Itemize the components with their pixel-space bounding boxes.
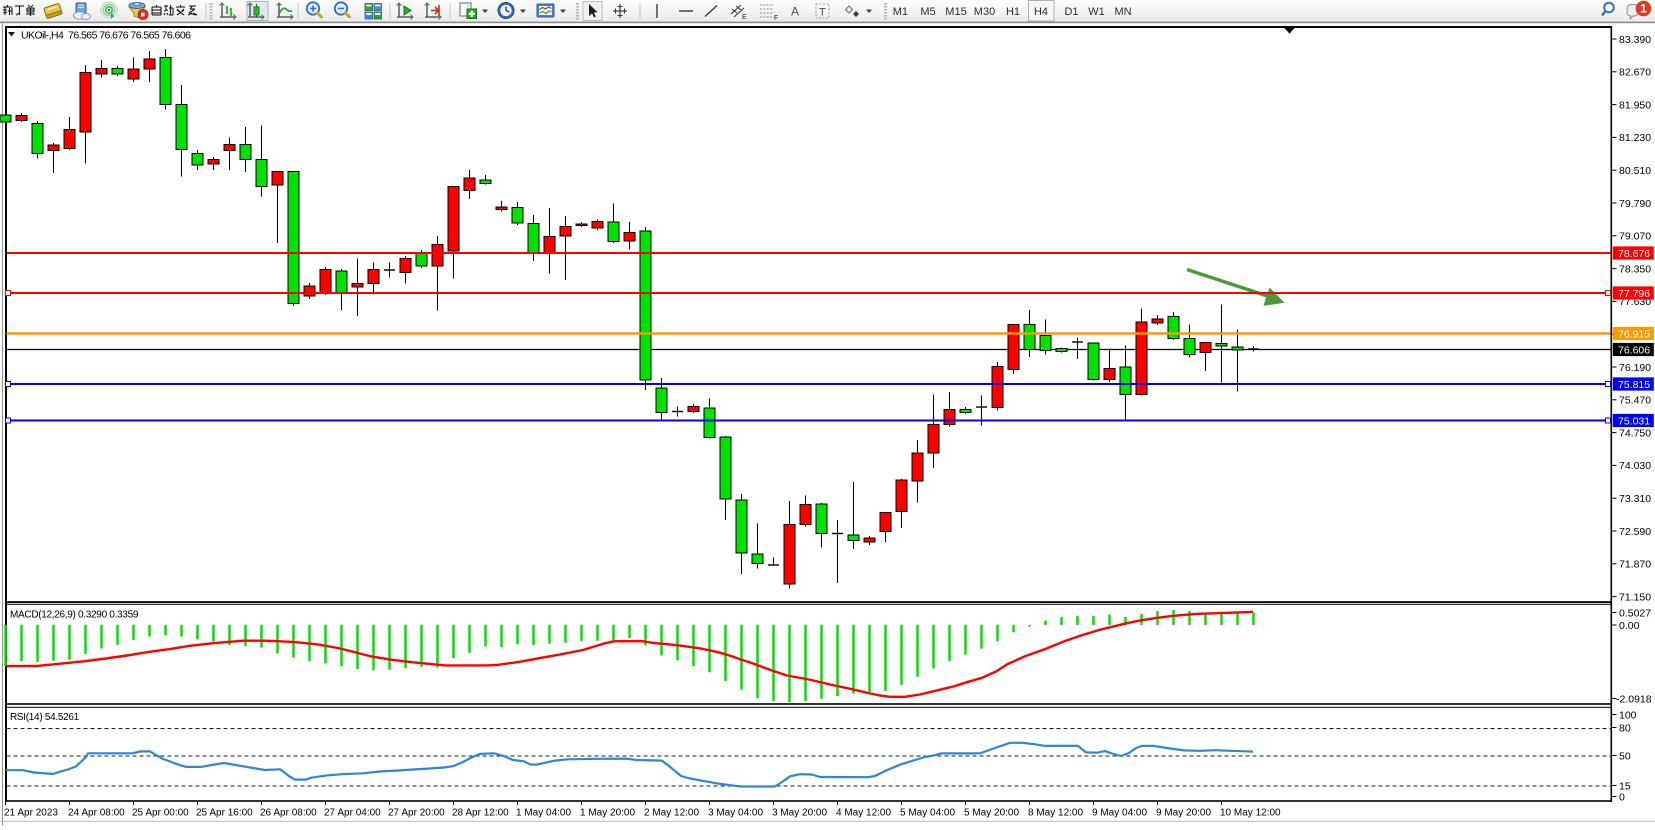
svg-text:74.030: 74.030: [1619, 460, 1651, 472]
svg-text:76.606: 76.606: [1618, 344, 1650, 356]
svg-text:75.470: 75.470: [1619, 395, 1651, 407]
svg-text:0.5027: 0.5027: [1619, 607, 1651, 619]
svg-text:81.950: 81.950: [1619, 99, 1651, 111]
svg-text:0: 0: [1619, 791, 1625, 803]
svg-text:79.070: 79.070: [1619, 231, 1651, 243]
svg-text:75.031: 75.031: [1618, 415, 1650, 427]
svg-text:24 Apr 08:00: 24 Apr 08:00: [68, 808, 125, 819]
svg-text:9 May 04:00: 9 May 04:00: [1092, 808, 1147, 819]
svg-text:78.676: 78.676: [1618, 248, 1650, 260]
svg-text:78.350: 78.350: [1619, 263, 1651, 275]
svg-text:M1: M1: [893, 6, 908, 18]
svg-text:25 Apr 16:00: 25 Apr 16:00: [196, 808, 253, 819]
svg-text:71.150: 71.150: [1619, 591, 1651, 603]
svg-text:5 May 20:00: 5 May 20:00: [964, 808, 1019, 819]
svg-text:RSI(14) 54.5261: RSI(14) 54.5261: [10, 712, 80, 723]
svg-text:77.796: 77.796: [1618, 288, 1650, 300]
svg-text:0.00: 0.00: [1619, 620, 1640, 632]
svg-text:74.750: 74.750: [1619, 427, 1651, 439]
svg-text:H1: H1: [1006, 6, 1020, 18]
svg-text:A: A: [791, 5, 799, 19]
svg-text:5 May 04:00: 5 May 04:00: [900, 808, 955, 819]
svg-text:1: 1: [1640, 2, 1647, 16]
svg-text:M5: M5: [920, 6, 935, 18]
svg-text:72.590: 72.590: [1619, 526, 1651, 538]
svg-text:76.190: 76.190: [1619, 362, 1651, 374]
svg-text:76.915: 76.915: [1618, 328, 1650, 340]
svg-text:75.815: 75.815: [1618, 379, 1650, 391]
svg-text:79.790: 79.790: [1619, 198, 1651, 210]
svg-text:28 Apr 12:00: 28 Apr 12:00: [452, 808, 509, 819]
svg-text:1 May 04:00: 1 May 04:00: [516, 808, 571, 819]
svg-text:MN: MN: [1114, 6, 1131, 18]
svg-text:73.310: 73.310: [1619, 493, 1651, 505]
svg-text:83.390: 83.390: [1619, 34, 1651, 46]
svg-text:82.670: 82.670: [1619, 67, 1651, 79]
svg-text:100: 100: [1619, 709, 1637, 721]
svg-text:E: E: [742, 14, 747, 21]
svg-text:D1: D1: [1064, 6, 1078, 18]
svg-text:80.510: 80.510: [1619, 165, 1651, 177]
svg-text:10 May 12:00: 10 May 12:00: [1220, 808, 1281, 819]
svg-text:M30: M30: [974, 6, 995, 18]
svg-text:50: 50: [1619, 750, 1631, 762]
svg-text:27 Apr 20:00: 27 Apr 20:00: [388, 808, 445, 819]
svg-text:W1: W1: [1088, 6, 1105, 18]
svg-text:F: F: [774, 15, 778, 22]
svg-text:15: 15: [1619, 780, 1631, 792]
svg-text:27 Apr 04:00: 27 Apr 04:00: [324, 808, 381, 819]
svg-text:4 May 12:00: 4 May 12:00: [836, 808, 891, 819]
svg-text:H4: H4: [1034, 6, 1048, 18]
svg-text:M15: M15: [945, 6, 966, 18]
svg-text:3 May 20:00: 3 May 20:00: [772, 808, 827, 819]
svg-text:-2.0918: -2.0918: [1616, 693, 1652, 705]
svg-text:80: 80: [1619, 722, 1631, 734]
svg-text:MACD(12,26,9) 0.3290 0.3359: MACD(12,26,9) 0.3290 0.3359: [10, 610, 139, 621]
svg-text:8 May 12:00: 8 May 12:00: [1028, 808, 1083, 819]
svg-text:26 Apr 08:00: 26 Apr 08:00: [260, 808, 317, 819]
svg-text:1 May 20:00: 1 May 20:00: [580, 808, 635, 819]
svg-text:21 Apr 2023: 21 Apr 2023: [4, 808, 58, 819]
svg-text:81.230: 81.230: [1619, 132, 1651, 144]
svg-text:25 Apr 00:00: 25 Apr 00:00: [132, 808, 189, 819]
svg-text:3 May 04:00: 3 May 04:00: [708, 808, 763, 819]
svg-text:2 May 12:00: 2 May 12:00: [644, 808, 699, 819]
svg-text:UKOil-,H4 76.565 76.676 76.56: UKOil-,H4 76.565 76.676 76.565 76.606: [21, 30, 191, 42]
svg-text:T: T: [819, 7, 826, 19]
svg-text:71.870: 71.870: [1619, 559, 1651, 571]
svg-text:9 May 20:00: 9 May 20:00: [1156, 808, 1211, 819]
